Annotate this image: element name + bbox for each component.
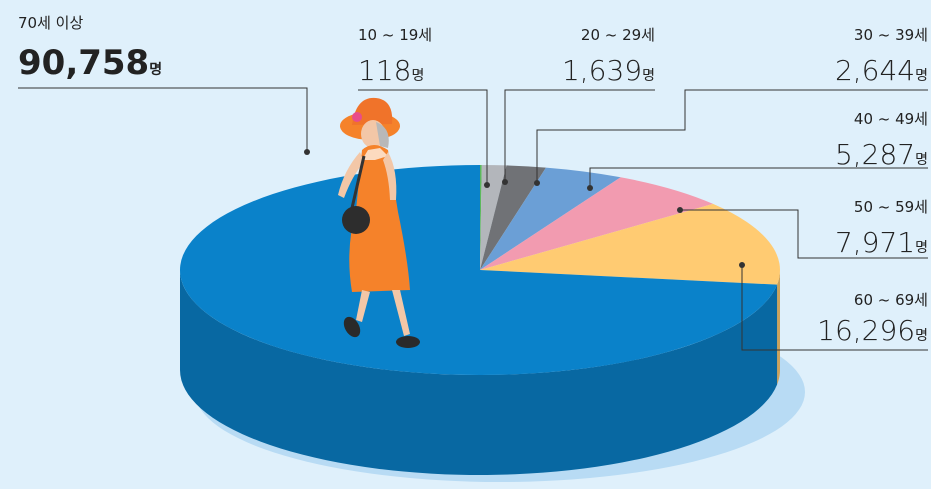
leader-dot	[739, 262, 745, 268]
value-number: 90,758	[18, 43, 149, 83]
category-label: 60 ~ 69세	[854, 291, 928, 309]
value-number: 16,296	[817, 314, 915, 347]
value-number: 2,644	[835, 54, 915, 87]
hat-crown	[352, 97, 393, 125]
value-label: 118명	[358, 54, 424, 87]
value-number: 7,971	[835, 226, 915, 259]
category-label: 70세 이상	[18, 14, 83, 32]
category-label: 10 ~ 19세	[358, 26, 432, 44]
category-label: 50 ~ 59세	[854, 198, 928, 216]
leader-line	[741, 265, 928, 351]
leader-line	[680, 209, 928, 259]
hair	[376, 122, 389, 148]
arm	[338, 152, 364, 198]
pie-slice	[179, 165, 778, 375]
pie-side	[777, 270, 781, 385]
value-number: 1,639	[562, 54, 642, 87]
category-label: 40 ~ 49세	[854, 110, 928, 128]
value-unit: 명	[915, 68, 928, 84]
value-unit: 명	[915, 328, 928, 344]
leader-dot	[304, 149, 310, 155]
necklace	[362, 148, 388, 160]
leader-line	[504, 89, 655, 182]
shoe	[396, 336, 420, 348]
pie-slice	[480, 203, 780, 285]
category-label: 20 ~ 29세	[581, 26, 655, 44]
pie-slice	[480, 177, 714, 270]
value-label: 7,971명	[835, 226, 928, 259]
leader-dot	[534, 180, 540, 186]
value-label: 1,639명	[562, 54, 655, 87]
value-unit: 명	[915, 240, 928, 256]
illustration	[338, 97, 420, 348]
pie-side	[180, 270, 778, 475]
dress	[349, 145, 410, 292]
category-label: 30 ~ 39세	[854, 26, 928, 44]
leader-line	[358, 89, 488, 185]
leader-dot	[484, 182, 490, 188]
value-unit: 명	[642, 68, 655, 84]
value-number: 118	[358, 54, 411, 87]
leader-dot	[502, 179, 508, 185]
pie-slice	[480, 167, 621, 270]
pie-slice	[480, 165, 507, 270]
value-unit: 명	[149, 61, 162, 78]
leader-line	[589, 167, 928, 188]
bag	[342, 206, 370, 234]
value-unit: 명	[915, 152, 928, 168]
leader-dot	[677, 207, 683, 213]
pie	[179, 165, 781, 475]
arm	[383, 152, 397, 200]
bag-strap	[350, 155, 366, 209]
pie-slice	[480, 165, 546, 270]
value-label: 16,296명	[817, 314, 928, 347]
pie-slice	[480, 165, 482, 270]
legs	[356, 290, 410, 336]
hat-flower	[352, 112, 362, 122]
value-number: 5,287	[835, 138, 915, 171]
leader-line	[536, 89, 928, 183]
value-label: 5,287명	[835, 138, 928, 171]
value-label: 90,758명	[18, 43, 162, 83]
leader-dot	[587, 185, 593, 191]
value-unit: 명	[411, 68, 424, 84]
value-label: 2,644명	[835, 54, 928, 87]
leader-line	[18, 87, 308, 152]
shoe	[343, 316, 361, 338]
